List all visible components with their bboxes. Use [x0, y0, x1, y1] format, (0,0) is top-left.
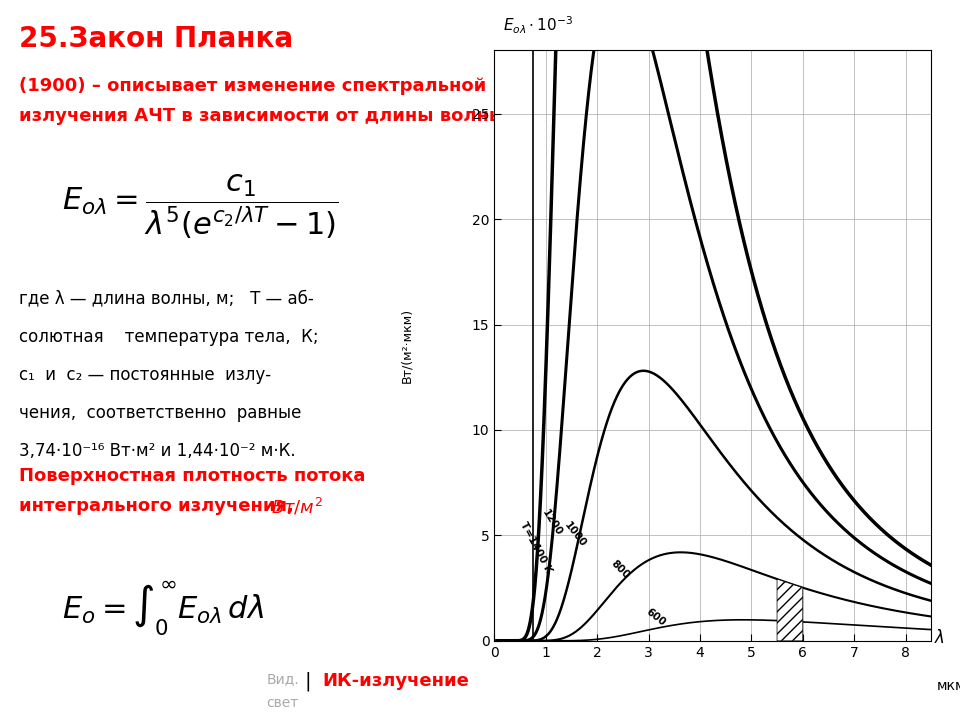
- Text: $\mathit{Вт/м^2}$: $\mathit{Вт/м^2}$: [271, 497, 324, 518]
- Text: 25.Закон Планка: 25.Закон Планка: [19, 25, 294, 53]
- Text: $E_{o\lambda} = \dfrac{c_1}{\lambda^5 \left( e^{c_2/\lambda T} - 1 \right)}$: $E_{o\lambda} = \dfrac{c_1}{\lambda^5 \l…: [62, 173, 339, 241]
- Text: чения,  соответственно  равные: чения, соответственно равные: [19, 404, 301, 422]
- Text: (1900) – описывает изменение спектральной плотности потока: (1900) – описывает изменение спектрально…: [19, 77, 677, 95]
- Text: 800: 800: [609, 559, 632, 581]
- Text: $\lambda$: $\lambda$: [934, 629, 945, 647]
- Text: Вт/(м²·мкм): Вт/(м²·мкм): [400, 308, 414, 383]
- Text: $E_o = \int_0^{\infty} E_{o\lambda}\, d\lambda$: $E_o = \int_0^{\infty} E_{o\lambda}\, d\…: [62, 580, 264, 638]
- Text: излучения АЧТ в зависимости от длины волны и температуры: излучения АЧТ в зависимости от длины вол…: [19, 107, 669, 125]
- Text: свет: свет: [267, 696, 299, 710]
- Text: 600: 600: [644, 606, 668, 628]
- Text: солютная    температура тела,  К;: солютная температура тела, К;: [19, 328, 319, 346]
- Text: 1000: 1000: [563, 520, 588, 549]
- Text: 1200: 1200: [540, 508, 564, 537]
- Text: где λ — длина волны, м;   T — аб-: где λ — длина волны, м; T — аб-: [19, 289, 314, 307]
- Text: 3,74·10⁻¹⁶ Вт·м² и 1,44·10⁻² м·К.: 3,74·10⁻¹⁶ Вт·м² и 1,44·10⁻² м·К.: [19, 442, 296, 460]
- Text: c₁  и  c₂ — постоянные  излу-: c₁ и c₂ — постоянные излу-: [19, 366, 272, 384]
- Text: ИК-излучение: ИК-излучение: [323, 672, 469, 690]
- Text: интегрального излучения,: интегрального излучения,: [19, 497, 300, 515]
- Text: мкм: мкм: [936, 679, 960, 693]
- Text: $E_{o\lambda}\cdot 10^{-3}$: $E_{o\lambda}\cdot 10^{-3}$: [503, 14, 573, 36]
- Text: Поверхностная плотность потока: Поверхностная плотность потока: [19, 467, 366, 485]
- Text: T=1400 K: T=1400 K: [517, 521, 553, 575]
- Text: $d\lambda$: $d\lambda$: [781, 618, 798, 632]
- Text: Вид.: Вид.: [267, 672, 300, 685]
- Text: |: |: [305, 672, 311, 691]
